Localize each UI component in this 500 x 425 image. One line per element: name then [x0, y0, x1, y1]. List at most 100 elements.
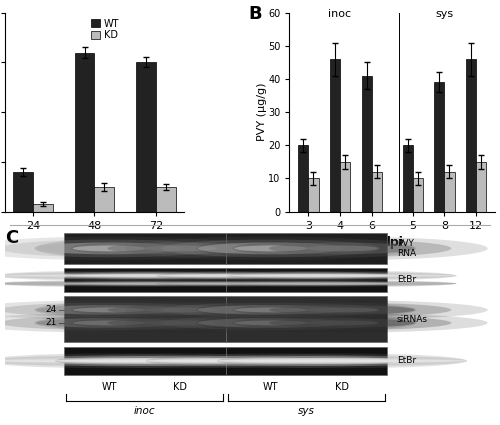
Ellipse shape: [0, 271, 224, 281]
Bar: [13, 172, 33, 212]
Bar: [74, 53, 94, 212]
Text: siRNAs: siRNAs: [397, 314, 428, 324]
Bar: [402, 145, 413, 212]
Ellipse shape: [162, 240, 380, 257]
Ellipse shape: [198, 305, 344, 315]
Bar: [64, 233, 226, 264]
Ellipse shape: [0, 316, 218, 330]
Ellipse shape: [0, 283, 224, 284]
Ellipse shape: [125, 237, 416, 260]
Bar: [156, 187, 176, 212]
Ellipse shape: [156, 280, 386, 287]
Ellipse shape: [0, 356, 234, 366]
Ellipse shape: [228, 281, 456, 286]
Ellipse shape: [71, 240, 290, 257]
Ellipse shape: [228, 280, 456, 287]
Bar: [476, 162, 486, 212]
Ellipse shape: [56, 356, 305, 366]
Ellipse shape: [269, 318, 415, 328]
Bar: [136, 62, 156, 212]
Ellipse shape: [162, 316, 380, 330]
Ellipse shape: [228, 272, 456, 279]
Ellipse shape: [0, 275, 224, 277]
Text: inoc: inoc: [134, 406, 156, 416]
Ellipse shape: [144, 245, 216, 251]
Text: B: B: [248, 5, 262, 23]
Ellipse shape: [196, 313, 488, 333]
Ellipse shape: [306, 320, 378, 325]
Ellipse shape: [0, 281, 224, 286]
Ellipse shape: [306, 307, 378, 312]
Ellipse shape: [228, 283, 456, 284]
Ellipse shape: [156, 281, 386, 286]
Ellipse shape: [0, 358, 234, 364]
Ellipse shape: [146, 358, 396, 364]
Ellipse shape: [217, 354, 467, 368]
Ellipse shape: [66, 274, 295, 278]
Ellipse shape: [125, 313, 416, 333]
Text: WT: WT: [102, 382, 117, 392]
Ellipse shape: [196, 300, 488, 320]
Bar: [64, 347, 226, 375]
Ellipse shape: [34, 237, 326, 260]
Bar: [330, 59, 340, 212]
Bar: [226, 233, 387, 264]
Ellipse shape: [0, 300, 255, 320]
Ellipse shape: [108, 243, 253, 254]
Bar: [226, 268, 387, 292]
Ellipse shape: [34, 300, 326, 320]
Ellipse shape: [0, 272, 224, 279]
Bar: [298, 145, 308, 212]
Text: EtBr: EtBr: [397, 356, 416, 366]
Bar: [413, 178, 423, 212]
Ellipse shape: [34, 313, 326, 333]
Ellipse shape: [156, 282, 386, 285]
Ellipse shape: [234, 245, 307, 251]
Ellipse shape: [72, 320, 146, 325]
Ellipse shape: [162, 303, 380, 317]
Ellipse shape: [108, 318, 253, 328]
Ellipse shape: [144, 320, 216, 325]
Ellipse shape: [217, 358, 467, 364]
Text: C: C: [5, 229, 18, 247]
Bar: [340, 162, 350, 212]
Ellipse shape: [156, 283, 386, 284]
Ellipse shape: [234, 320, 307, 325]
Bar: [372, 172, 382, 212]
Bar: [308, 178, 318, 212]
X-axis label: hpi: hpi: [84, 236, 106, 249]
Ellipse shape: [66, 282, 295, 285]
Ellipse shape: [232, 303, 452, 317]
Ellipse shape: [0, 303, 218, 317]
Ellipse shape: [0, 360, 234, 363]
Ellipse shape: [66, 280, 295, 287]
Ellipse shape: [217, 360, 467, 363]
X-axis label: dpi: dpi: [382, 236, 403, 249]
Bar: [466, 59, 476, 212]
Ellipse shape: [66, 272, 295, 279]
Ellipse shape: [146, 360, 396, 363]
Ellipse shape: [125, 300, 416, 320]
Ellipse shape: [56, 358, 305, 364]
Ellipse shape: [71, 303, 290, 317]
Text: KD: KD: [335, 382, 349, 392]
Text: WT: WT: [263, 382, 278, 392]
Bar: [444, 172, 454, 212]
Ellipse shape: [0, 274, 224, 278]
Ellipse shape: [66, 281, 295, 286]
Bar: [226, 347, 387, 375]
Ellipse shape: [269, 305, 415, 315]
Bar: [33, 204, 52, 212]
Ellipse shape: [228, 274, 456, 278]
Legend: WT, KD: WT, KD: [90, 17, 120, 41]
Text: 21: 21: [45, 318, 56, 327]
Ellipse shape: [156, 275, 386, 277]
Ellipse shape: [156, 272, 386, 279]
Ellipse shape: [232, 316, 452, 330]
Bar: [226, 296, 387, 343]
Bar: [434, 82, 444, 212]
Text: inoc: inoc: [328, 9, 351, 20]
Ellipse shape: [56, 354, 305, 368]
Bar: [362, 76, 372, 212]
Ellipse shape: [144, 307, 216, 312]
